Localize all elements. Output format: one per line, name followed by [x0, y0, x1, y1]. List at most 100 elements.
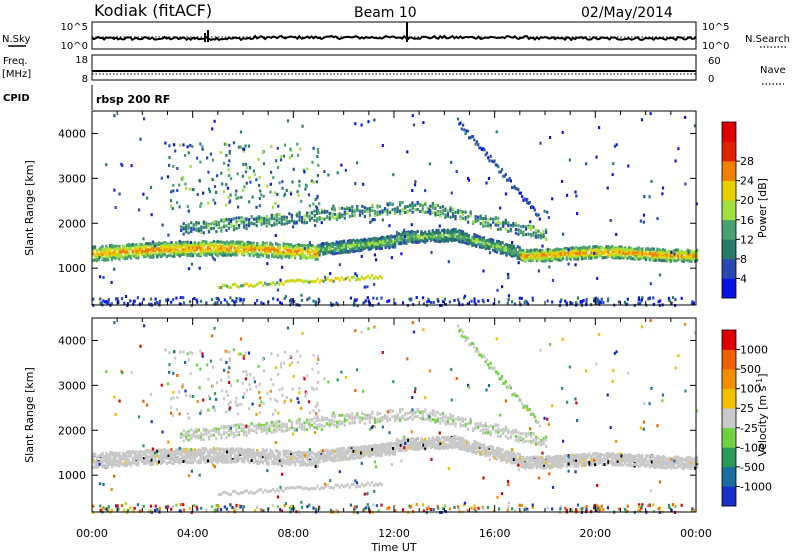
- power-cell: [494, 163, 497, 167]
- power-cell: [371, 209, 374, 212]
- power-cell: [464, 215, 467, 219]
- power-cell: [305, 214, 309, 218]
- velocity-cell: [192, 461, 195, 465]
- power-cell: [535, 256, 538, 260]
- power-cell: [663, 259, 667, 263]
- power-cell: [239, 130, 243, 134]
- power-cell: [112, 245, 115, 248]
- power-cell: [452, 228, 455, 232]
- power-cell: [593, 297, 596, 301]
- power-cell: [673, 249, 676, 252]
- power-cell: [172, 189, 175, 193]
- power-cell: [214, 201, 217, 205]
- power-cell: [190, 253, 193, 257]
- power-cell: [502, 220, 505, 224]
- power-cell: [443, 235, 446, 239]
- power-cell: [182, 301, 186, 305]
- power-cell: [227, 168, 230, 172]
- power-cell: [235, 216, 238, 220]
- power-cell: [274, 201, 277, 205]
- power-cell: [283, 192, 286, 196]
- power-cell: [298, 215, 301, 219]
- power-cell: [156, 245, 159, 249]
- power-cell: [458, 301, 461, 304]
- power-cell: [150, 255, 153, 259]
- power-cell: [520, 296, 523, 300]
- velocity-cell: [95, 459, 98, 463]
- power-cell: [503, 250, 506, 254]
- power-cell: [516, 253, 519, 257]
- power-cell: [260, 244, 263, 248]
- power-cell: [411, 233, 414, 237]
- power-cell: [355, 274, 359, 278]
- velocity-cell: [205, 455, 208, 459]
- power-cell: [474, 302, 477, 306]
- power-cell: [202, 221, 205, 225]
- power-cell: [597, 246, 600, 250]
- power-cell: [333, 216, 336, 220]
- power-cell: [631, 251, 634, 255]
- power-cell: [327, 243, 331, 247]
- power-cell: [235, 240, 238, 244]
- power-cell: [567, 262, 570, 266]
- power-cell: [389, 211, 392, 215]
- power-cell: [566, 193, 569, 197]
- power-cell: [467, 215, 470, 218]
- power-cell: [370, 219, 373, 223]
- power-cell: [391, 203, 394, 207]
- power-cell: [545, 259, 548, 263]
- power-cell: [232, 217, 236, 221]
- power-cell: [656, 247, 659, 251]
- velocity-cell: [116, 461, 119, 465]
- velocity-cell: [110, 452, 114, 456]
- power-cell: [124, 246, 127, 250]
- power-cell: [343, 210, 346, 214]
- power-cell: [200, 225, 203, 229]
- power-cell: [195, 298, 198, 302]
- power-cell: [118, 253, 121, 257]
- power-cell: [473, 297, 476, 301]
- power-cell: [514, 253, 517, 257]
- power-cell: [569, 251, 572, 255]
- velocity-cell: [201, 454, 204, 458]
- power-cell: [312, 299, 315, 303]
- velocity-cell: [152, 460, 155, 464]
- power-cell: [535, 250, 538, 254]
- power-cell: [360, 275, 363, 279]
- power-cell: [263, 244, 266, 248]
- power-cell: [322, 279, 325, 283]
- power-cell: [380, 235, 383, 239]
- power-cell: [421, 207, 424, 211]
- power-cell: [241, 240, 244, 244]
- power-cell: [565, 301, 568, 305]
- freq-unit-label: [MHz]: [2, 69, 31, 80]
- power-cell: [341, 251, 344, 255]
- power-cell: [266, 283, 269, 287]
- power-cell: [169, 251, 172, 255]
- velocity-cell: [218, 456, 221, 460]
- power-cell: [645, 249, 648, 253]
- power-cell: [489, 225, 492, 229]
- power-cell: [187, 223, 190, 227]
- velocity-cell: [178, 457, 181, 461]
- power-cell: [333, 212, 336, 216]
- power-cell: [548, 265, 551, 269]
- power-cell: [585, 298, 588, 302]
- power-cell: [487, 224, 490, 227]
- velocity-cell: [182, 450, 185, 454]
- power-cell: [526, 254, 529, 258]
- power-cell: [443, 297, 446, 301]
- power-cell: [343, 245, 346, 249]
- power-cell: [392, 241, 395, 245]
- power-cell: [173, 246, 176, 250]
- power-cell: [582, 251, 585, 255]
- power-cell: [645, 247, 648, 251]
- power-cell: [295, 251, 299, 255]
- power-cell: [629, 248, 633, 252]
- power-cell: [394, 234, 397, 238]
- power-cell: [679, 252, 682, 256]
- power-cell: [282, 246, 285, 250]
- power-cell: [176, 252, 180, 256]
- power-cell: [137, 252, 140, 255]
- power-cell: [190, 249, 193, 253]
